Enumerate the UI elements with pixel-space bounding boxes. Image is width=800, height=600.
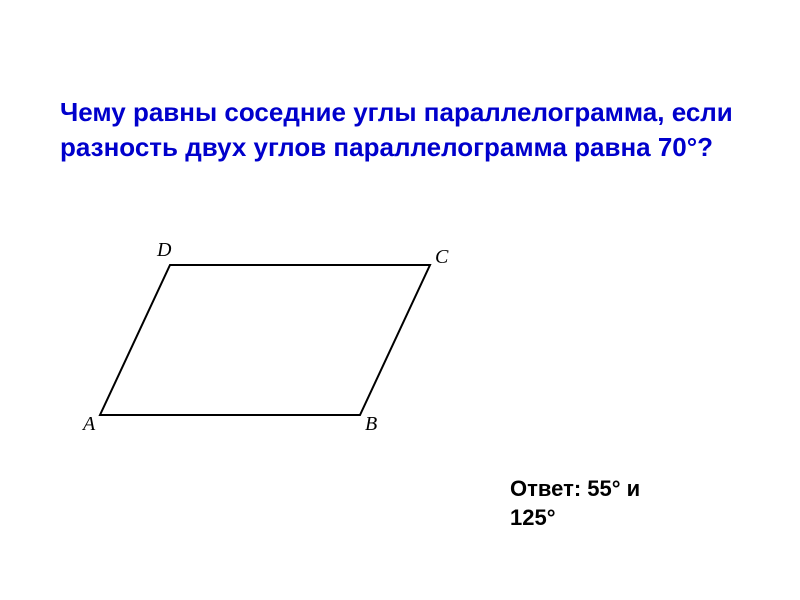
- answer-prefix: Ответ:: [510, 476, 587, 501]
- vertex-label-d: D: [156, 239, 172, 261]
- question-text: Чему равны соседние углы параллелограмма…: [60, 95, 740, 165]
- parallelogram-diagram: A B C D: [75, 230, 455, 450]
- vertex-label-c: C: [435, 246, 449, 268]
- parallelogram-shape: [100, 265, 430, 415]
- parallelogram-svg: A B C D: [75, 230, 455, 450]
- vertex-label-a: A: [81, 413, 96, 435]
- vertex-label-b: B: [365, 413, 377, 435]
- answer-conjunction: и: [621, 476, 641, 501]
- answer-value-1: 55°: [587, 476, 620, 501]
- answer-text: Ответ: 55° и 125°: [510, 475, 640, 532]
- answer-value-2: 125°: [510, 505, 556, 530]
